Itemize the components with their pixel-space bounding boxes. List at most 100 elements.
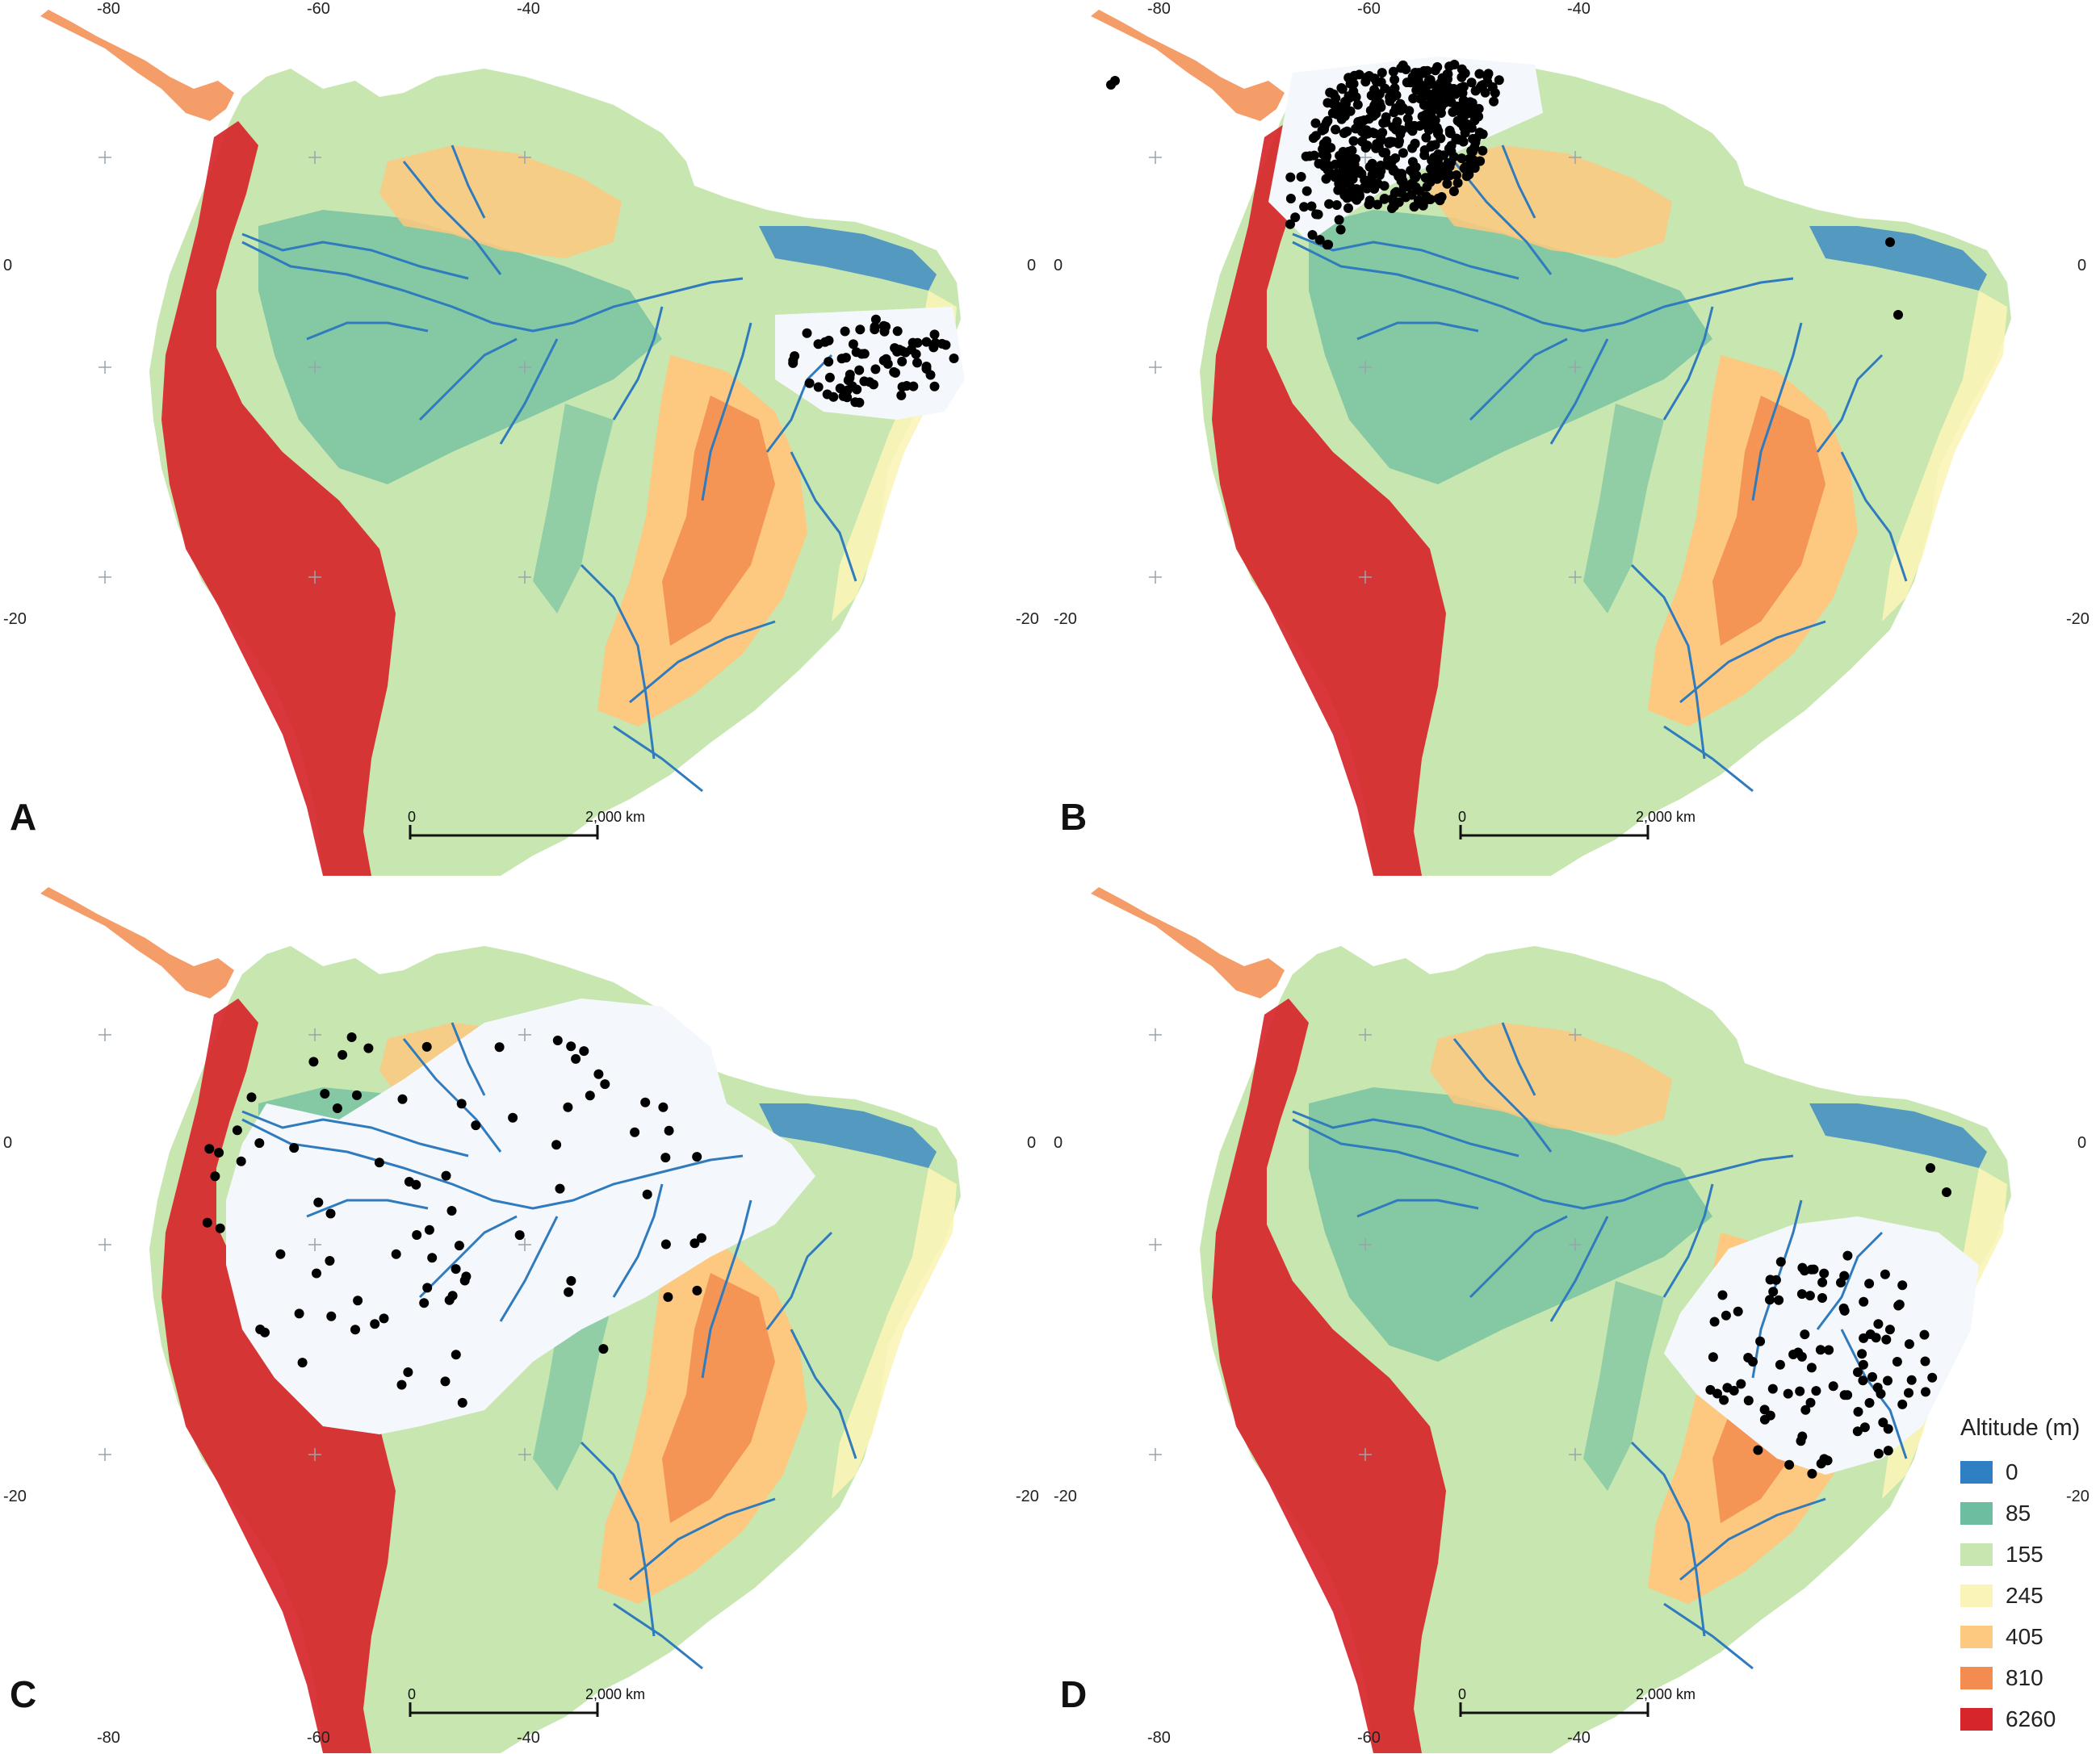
occurrence-point	[1873, 1448, 1884, 1459]
latitude-label: -20	[2066, 1488, 2090, 1505]
occurrence-point	[1864, 1398, 1875, 1408]
occurrence-point	[579, 1046, 589, 1057]
central-america-land	[40, 887, 234, 998]
occurrence-point	[1708, 1352, 1718, 1363]
occurrence-point	[1712, 1388, 1722, 1399]
occurrence-point	[1313, 209, 1323, 220]
graticule-cross	[518, 361, 531, 374]
scale-bar-start: 0	[1458, 809, 1466, 825]
graticule-cross	[99, 151, 111, 164]
occurrence-point	[440, 1376, 451, 1387]
occurrence-point	[949, 354, 959, 363]
occurrence-point	[320, 1089, 330, 1099]
occurrence-point	[881, 354, 891, 364]
occurrence-point	[1897, 1399, 1908, 1409]
occurrence-point	[1409, 202, 1419, 212]
occurrence-point	[1285, 219, 1295, 229]
occurrence-point	[921, 363, 932, 374]
occurrence-point	[1444, 161, 1455, 172]
graticule-cross	[1359, 571, 1372, 584]
occurrence-point	[921, 337, 932, 347]
legend-swatch	[1960, 1625, 1993, 1648]
river-line	[1452, 1038, 1553, 1153]
occurrence-point	[660, 1153, 671, 1163]
occurrence-point	[1340, 127, 1351, 137]
occurrence-point	[1873, 1319, 1884, 1329]
occurrence-point	[822, 389, 832, 400]
occurrence-point	[1897, 1280, 1908, 1291]
river-line	[1840, 451, 1908, 582]
occurrence-point	[1384, 138, 1394, 149]
river-line	[701, 322, 752, 501]
occurrence-point	[1314, 235, 1325, 245]
occurrence-point	[1440, 98, 1450, 108]
graticule-cross	[518, 1028, 531, 1041]
river-line	[701, 1199, 752, 1379]
occurrence-point	[1466, 77, 1477, 88]
river-line	[499, 1216, 559, 1322]
occurrence-point	[379, 1313, 389, 1324]
occurrence-point	[1395, 98, 1406, 109]
legend-item: 810	[1960, 1657, 2090, 1698]
map-panel-b: 0 2,000 km B -80 -60 -40 0 -20 0 -20	[1050, 0, 2100, 876]
river-line	[1630, 1441, 1706, 1637]
scale-bar-start: 0	[1458, 1686, 1466, 1702]
occurrence-point	[1894, 1300, 1905, 1310]
river-line	[629, 1497, 776, 1581]
panel-letter: C	[10, 1673, 37, 1715]
occurrence-point	[1805, 1397, 1816, 1408]
occurrence-point	[1465, 153, 1475, 164]
occurrence-point	[1867, 1371, 1877, 1382]
occurrence-point	[1876, 1388, 1886, 1399]
occurrence-point	[600, 1079, 610, 1090]
occurrence-point	[1921, 1387, 1930, 1397]
occurrence-point	[456, 1099, 467, 1109]
longitude-label: -40	[1567, 1729, 1591, 1747]
latitude-label: 0	[1054, 1134, 1063, 1152]
occurrence-point	[1457, 153, 1467, 164]
latitude-label: 0	[1027, 1134, 1037, 1152]
occurrence-point	[1377, 68, 1387, 78]
occurrence-point	[1883, 1446, 1893, 1456]
longitude-label: -60	[307, 0, 330, 18]
occurrence-point	[1331, 124, 1341, 135]
pantanal-lowland	[1583, 404, 1664, 613]
occurrence-point	[1474, 69, 1485, 79]
occurrence-point	[396, 1379, 407, 1390]
legend-item: 6260	[1960, 1698, 2090, 1739]
occurrence-point	[1349, 70, 1360, 81]
occurrence-point	[896, 390, 907, 400]
occurrence-point	[1853, 1367, 1863, 1377]
graticule-cross	[1569, 571, 1582, 584]
occurrence-point	[870, 364, 881, 375]
latitude-label: 0	[2077, 1134, 2087, 1152]
scale-bar	[1459, 1702, 1649, 1717]
andes-mountains	[161, 121, 396, 876]
river-line	[790, 451, 857, 582]
occurrence-point	[1460, 68, 1470, 78]
latitude-label: -20	[3, 1488, 27, 1505]
occurrence-point	[1885, 237, 1895, 247]
latitude-label: -20	[1054, 1488, 1077, 1505]
legend-item: 405	[1960, 1616, 2090, 1657]
occurrence-point	[1768, 1287, 1779, 1297]
legend-item: 85	[1960, 1492, 2090, 1534]
occurrence-point	[1807, 1468, 1817, 1479]
graticule-cross	[308, 1238, 321, 1251]
occurrence-point	[802, 328, 812, 338]
map-panel-a: 0 2,000 km A -80 -60 -40 0 -20 0 -20	[0, 0, 1050, 876]
occurrence-point	[1767, 1384, 1778, 1394]
occurrence-point	[232, 1125, 242, 1136]
graticule-cross	[308, 1448, 321, 1461]
occurrence-point	[461, 1271, 472, 1282]
occurrence-point	[1285, 194, 1296, 203]
occurrence-point	[1330, 159, 1340, 170]
occurrence-point	[1364, 195, 1375, 206]
occurrence-point	[1432, 165, 1443, 175]
occurrence-point	[421, 1041, 432, 1052]
scale-bar-end: 2,000 km	[1636, 809, 1696, 825]
occurrence-point	[1448, 186, 1459, 196]
occurrence-point	[658, 1102, 669, 1112]
longitude-label: -80	[97, 0, 120, 18]
occurrence-point	[1359, 182, 1369, 192]
